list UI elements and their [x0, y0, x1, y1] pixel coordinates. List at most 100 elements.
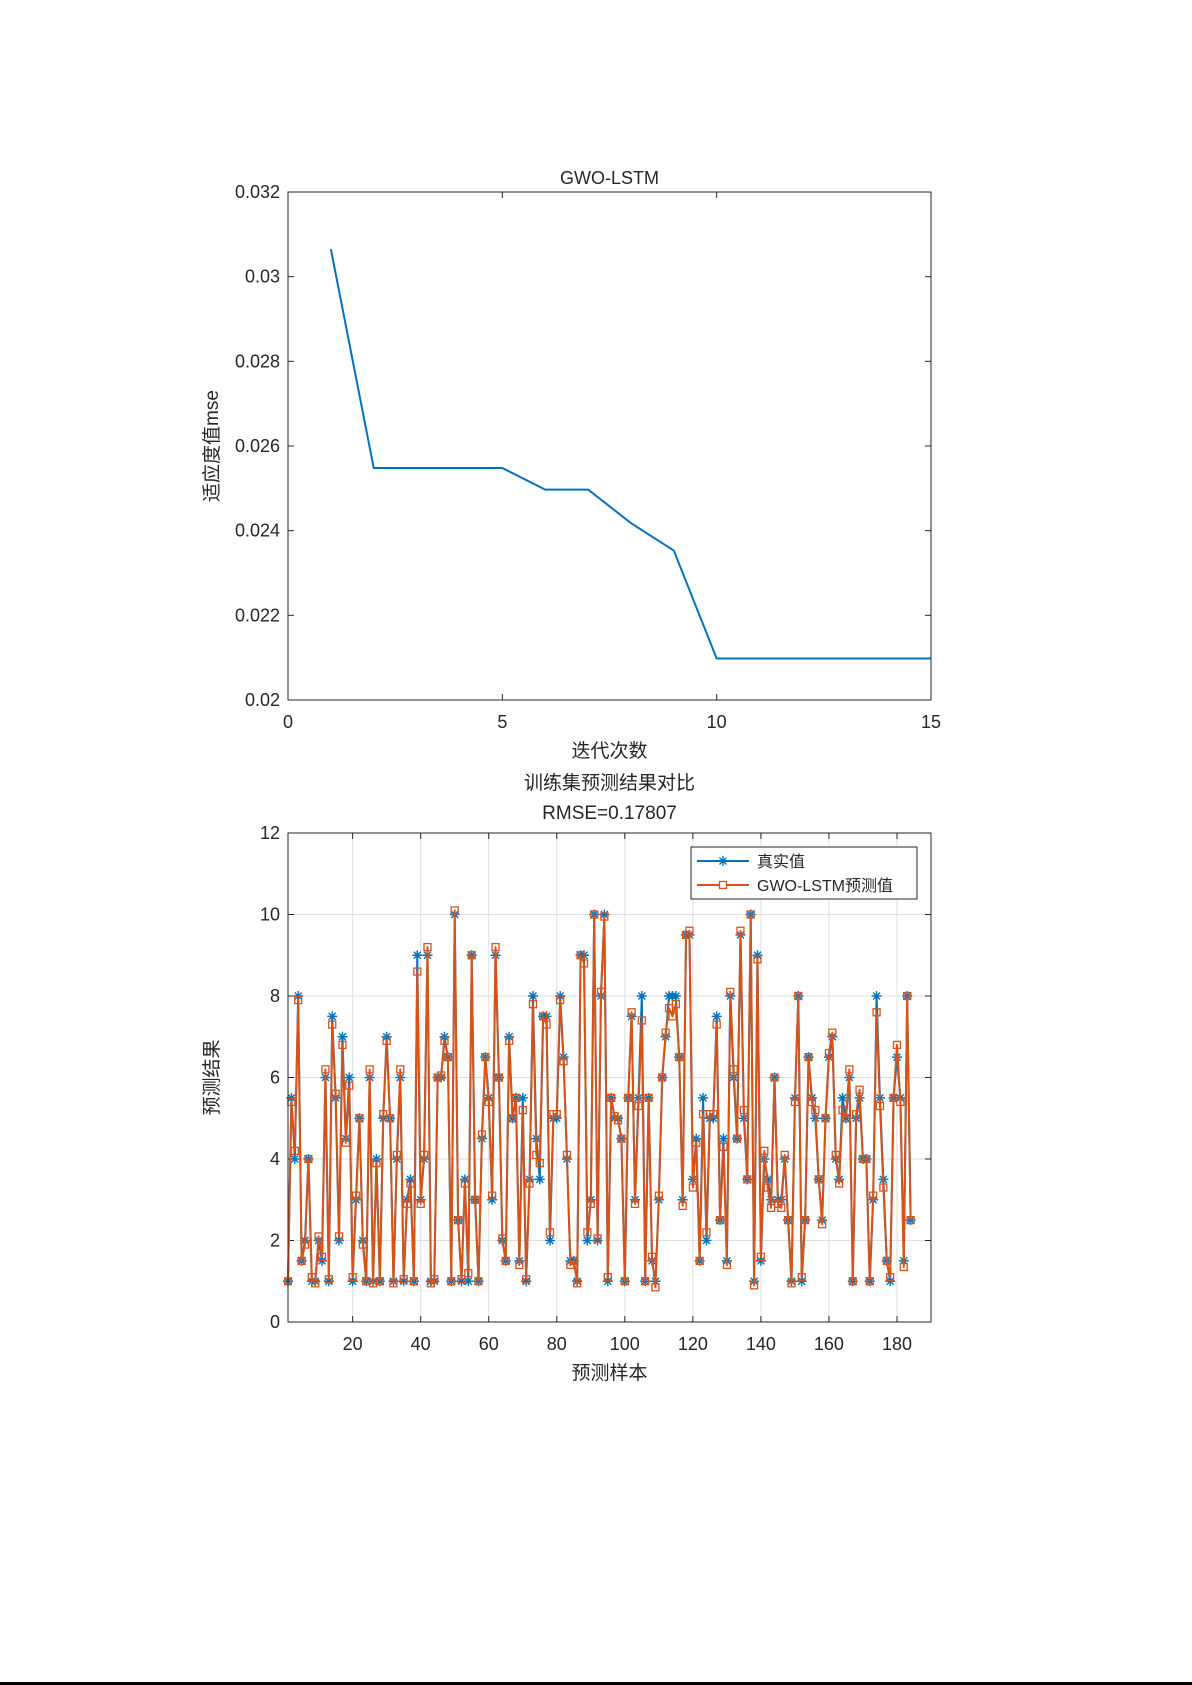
data-point-predicted	[409, 1277, 419, 1286]
data-point-predicted	[501, 1256, 510, 1266]
data-point-actual	[517, 1092, 528, 1103]
data-point-predicted	[402, 1199, 412, 1208]
data-point-predicted	[695, 1256, 704, 1266]
data-point-predicted	[542, 1020, 551, 1029]
data-point-predicted	[498, 1234, 507, 1243]
data-point-predicted	[300, 1240, 310, 1249]
data-point-predicted	[848, 1277, 857, 1286]
data-point-actual	[582, 1235, 593, 1246]
data-point-predicted	[644, 1093, 653, 1103]
y-tick-label: 0.024	[235, 521, 280, 541]
data-point-predicted	[324, 1275, 333, 1284]
data-point-predicted	[487, 1191, 497, 1200]
y-tick-label: 0.02	[245, 690, 280, 710]
data-point-predicted	[834, 1179, 844, 1188]
data-point-predicted	[447, 1277, 456, 1286]
data-point-predicted	[317, 1252, 327, 1261]
data-point-predicted	[729, 1065, 738, 1074]
series-predicted	[283, 906, 915, 1292]
data-point-predicted	[375, 1277, 385, 1286]
data-point-actual	[599, 909, 610, 920]
data-point-actual	[337, 1031, 348, 1042]
data-point-predicted	[583, 1228, 592, 1237]
y-tick-label: 0.026	[235, 436, 280, 456]
data-point-predicted	[365, 1065, 374, 1074]
data-point-predicted	[586, 1199, 595, 1208]
data-point-predicted	[290, 1146, 299, 1155]
data-point-predicted	[620, 1277, 629, 1286]
data-point-predicted	[321, 1065, 330, 1074]
page-bottom-border	[0, 1682, 1192, 1685]
data-point-predicted	[882, 1256, 891, 1266]
y-tick-label: 10	[260, 905, 280, 925]
chart-1: 0 5 10 15 0.02 0.022 0.024 0.026 0.028 0.03 0.032 G…	[201, 168, 941, 762]
x-tick-label: 120	[678, 1334, 708, 1354]
data-point-predicted	[331, 1089, 340, 1098]
data-point-predicted	[355, 1114, 364, 1123]
data-point-predicted	[879, 1183, 888, 1192]
data-point-predicted	[726, 987, 735, 997]
data-point-predicted	[783, 1215, 793, 1225]
chart-title: GWO-LSTM	[560, 168, 659, 188]
data-point-predicted	[862, 1154, 871, 1164]
legend-label: 真实值	[757, 853, 805, 871]
x-axis-label: 迭代次数	[571, 740, 647, 762]
data-point-actual	[837, 1092, 848, 1103]
data-point-predicted	[637, 1016, 646, 1025]
data-point-predicted	[423, 942, 432, 952]
data-point-predicted	[304, 1154, 313, 1164]
data-point-actual	[670, 991, 681, 1001]
data-point-predicted	[831, 1150, 840, 1160]
data-point-predicted	[562, 1150, 572, 1160]
x-tick-label: 10	[707, 712, 727, 732]
y-tick-label: 0.028	[235, 351, 280, 371]
data-point-predicted	[484, 1097, 493, 1107]
data-point-predicted	[692, 1138, 701, 1147]
data-point-predicted	[470, 1195, 480, 1204]
data-point-predicted	[641, 1277, 650, 1286]
data-point-predicted	[477, 1130, 487, 1139]
legend: 真实值 GWO-LSTM预测值	[690, 846, 918, 900]
data-point-predicted	[457, 1275, 466, 1284]
data-point-predicted	[777, 1203, 786, 1213]
data-point-predicted	[453, 1215, 463, 1225]
data-point-predicted	[811, 1105, 820, 1115]
data-point-predicted	[382, 1036, 391, 1045]
data-point-predicted	[552, 1110, 561, 1119]
data-point-predicted	[440, 1036, 449, 1045]
data-point-predicted	[532, 1150, 541, 1160]
data-point-predicted	[556, 995, 565, 1005]
x-tick-label: 180	[882, 1334, 912, 1354]
data-point-predicted	[338, 1040, 347, 1050]
data-point-predicted	[654, 1191, 663, 1200]
data-point-predicted	[406, 1179, 415, 1188]
data-point-predicted	[712, 1020, 721, 1029]
data-point-predicted	[869, 1191, 878, 1200]
y-tick-label: 8	[270, 986, 280, 1006]
data-point-predicted	[521, 1275, 531, 1284]
data-point-predicted	[865, 1277, 874, 1286]
data-point-predicted	[294, 995, 303, 1005]
data-point-actual	[398, 1276, 409, 1287]
data-point-predicted	[450, 906, 459, 915]
data-point-predicted	[603, 1273, 612, 1282]
data-point-predicted	[627, 1008, 636, 1017]
data-point-predicted	[749, 1281, 759, 1290]
data-point-predicted	[436, 1071, 446, 1080]
data-point-predicted	[743, 1175, 752, 1184]
data-point-predicted	[328, 1020, 337, 1029]
data-point-predicted	[511, 1093, 521, 1103]
y-tick-label: 6	[270, 1068, 280, 1088]
axes-box	[287, 832, 932, 1323]
data-point-predicted	[624, 1093, 633, 1103]
data-point-actual	[544, 1235, 555, 1246]
data-point-predicted	[396, 1065, 405, 1074]
data-point-actual	[521, 1276, 532, 1287]
data-point-predicted	[345, 1081, 354, 1090]
data-point-predicted	[739, 1105, 749, 1115]
data-point-actual	[344, 1072, 355, 1083]
data-point-predicted	[494, 1073, 504, 1082]
x-tick-label: 160	[814, 1334, 844, 1354]
data-point-predicted	[600, 912, 609, 921]
